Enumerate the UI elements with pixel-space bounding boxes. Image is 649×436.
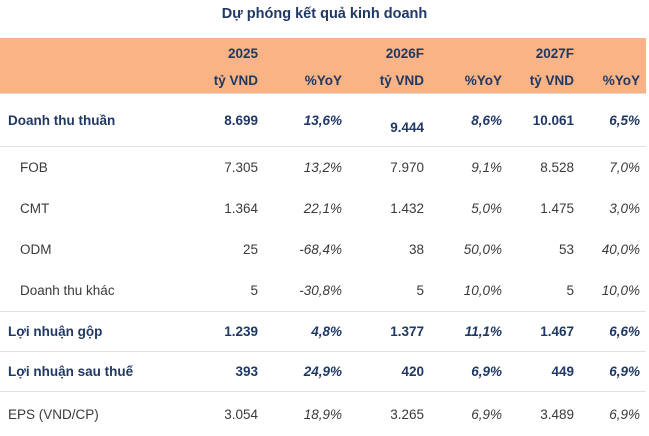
cell-value: 1.377 [348, 312, 430, 352]
table-title: Dự phóng kết quả kinh doanh [0, 6, 649, 22]
cell-value: 5 [348, 270, 430, 312]
header-year-2027f: 2027F [508, 38, 580, 68]
header-units-row: tỷ VND %YoY tỷ VND %YoY tỷ VND %YoY [0, 68, 646, 94]
cell-value: 38 [348, 229, 430, 270]
cell-value: 3.489 [508, 392, 580, 436]
table-row: ODM 25 -68,4% 38 50,0% 53 40,0% [0, 229, 646, 270]
cell-pct: 6,6% [580, 312, 646, 352]
header-unit-pct: %YoY [264, 68, 348, 94]
cell-value: 5 [508, 270, 580, 312]
header-years-row: 2025 2026F 2027F [0, 38, 646, 68]
cell-value: 5 [172, 270, 264, 312]
cell-value: 53 [508, 229, 580, 270]
header-empty [580, 38, 646, 68]
cell-pct: -68,4% [264, 229, 348, 270]
cell-pct: 6,9% [430, 392, 508, 436]
cell-pct: 8,6% [430, 94, 508, 147]
row-label: Doanh thu thuần [0, 94, 172, 147]
cell-value: 7.970 [348, 147, 430, 189]
cell-value: 1.432 [348, 188, 430, 229]
cell-pct: 11,1% [430, 312, 508, 352]
header-year-2026f: 2026F [348, 38, 430, 68]
cell-pct: 7,0% [580, 147, 646, 189]
cell-pct: -30,8% [264, 270, 348, 312]
cell-pct: 22,1% [264, 188, 348, 229]
cell-pct: 4,8% [264, 312, 348, 352]
cell-pct: 13,2% [264, 147, 348, 189]
cell-pct: 5,0% [430, 188, 508, 229]
cell-value: 8.699 [172, 94, 264, 147]
cell-value: 3.265 [348, 392, 430, 436]
row-label: CMT [0, 188, 172, 229]
header-empty [0, 68, 172, 94]
cell-value: 420 [348, 352, 430, 392]
cell-pct: 10,0% [580, 270, 646, 312]
cell-value: 1.475 [508, 188, 580, 229]
header-empty [0, 38, 172, 68]
header-unit-pct: %YoY [580, 68, 646, 94]
row-label: Lợi nhuận sau thuế [0, 352, 172, 392]
cell-value: 8.528 [508, 147, 580, 189]
forecast-table: 2025 2026F 2027F tỷ VND %YoY tỷ VND %YoY… [0, 38, 646, 436]
row-label: FOB [0, 147, 172, 189]
cell-value: 3.054 [172, 392, 264, 436]
cell-pct: 6,9% [430, 352, 508, 392]
table-row: Doanh thu khác 5 -30,8% 5 10,0% 5 10,0% [0, 270, 646, 312]
cell-value: 393 [172, 352, 264, 392]
row-label: EPS (VND/CP) [0, 392, 172, 436]
cell-value: 9.444 [348, 94, 430, 147]
cell-pct: 40,0% [580, 229, 646, 270]
cell-pct: 6,5% [580, 94, 646, 147]
cell-pct: 9,1% [430, 147, 508, 189]
cell-value: 7.305 [172, 147, 264, 189]
cell-value: 1.467 [508, 312, 580, 352]
header-unit-value: tỷ VND [508, 68, 580, 94]
header-unit-pct: %YoY [430, 68, 508, 94]
header-empty [264, 38, 348, 68]
cell-value: 449 [508, 352, 580, 392]
header-unit-value: tỷ VND [348, 68, 430, 94]
cell-pct: 3,0% [580, 188, 646, 229]
cell-value: 1.364 [172, 188, 264, 229]
table-row: CMT 1.364 22,1% 1.432 5,0% 1.475 3,0% [0, 188, 646, 229]
table-row: Lợi nhuận sau thuế 393 24,9% 420 6,9% 44… [0, 352, 646, 392]
table-row: FOB 7.305 13,2% 7.970 9,1% 8.528 7,0% [0, 147, 646, 189]
cell-pct: 6,9% [580, 392, 646, 436]
header-unit-value: tỷ VND [172, 68, 264, 94]
row-label: Lợi nhuận gộp [0, 312, 172, 352]
table-row: Doanh thu thuần 8.699 13,6% 9.444 8,6% 1… [0, 94, 646, 147]
cell-value: 25 [172, 229, 264, 270]
row-label: Doanh thu khác [0, 270, 172, 312]
table-row: EPS (VND/CP) 3.054 18,9% 3.265 6,9% 3.48… [0, 392, 646, 436]
cell-pct: 24,9% [264, 352, 348, 392]
cell-value: 1.239 [172, 312, 264, 352]
header-empty [430, 38, 508, 68]
cell-pct: 50,0% [430, 229, 508, 270]
cell-pct: 18,9% [264, 392, 348, 436]
cell-pct: 6,9% [580, 352, 646, 392]
cell-pct: 10,0% [430, 270, 508, 312]
row-label: ODM [0, 229, 172, 270]
cell-value: 10.061 [508, 94, 580, 147]
table-row: Lợi nhuận gộp 1.239 4,8% 1.377 11,1% 1.4… [0, 312, 646, 352]
header-year-2025: 2025 [172, 38, 264, 68]
cell-pct: 13,6% [264, 94, 348, 147]
